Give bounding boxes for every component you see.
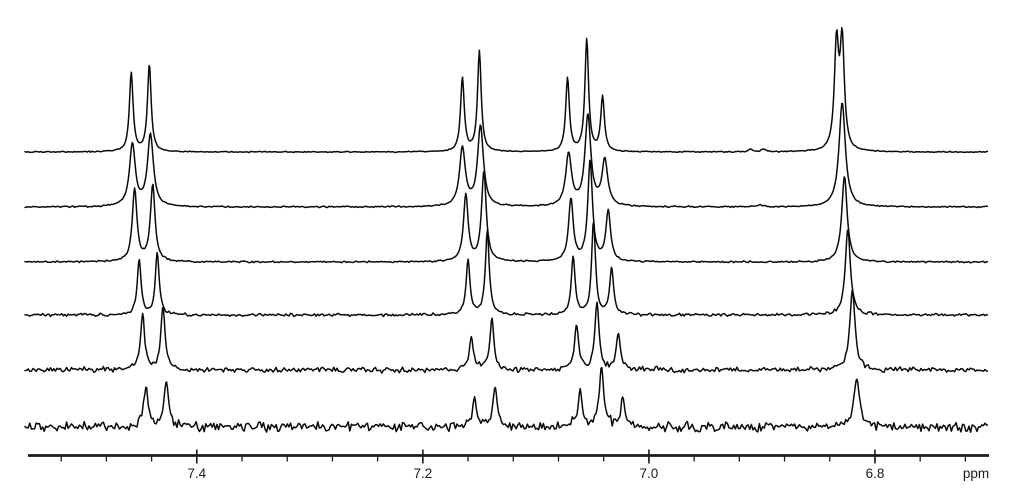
- spectrum-trace-5: [24, 289, 989, 374]
- x-axis-tick-label: 7.4: [187, 466, 206, 481]
- spectrum-trace-1: [24, 27, 989, 154]
- spectrum-trace-3: [24, 159, 989, 264]
- spectrum-trace-6: [24, 366, 989, 433]
- x-axis-tick-label: 7.0: [640, 466, 659, 481]
- spectrum-trace-2: [24, 102, 989, 209]
- x-axis-tick-label: 7.2: [413, 466, 432, 481]
- x-axis-tick-label: 6.8: [866, 466, 885, 481]
- ppm-unit-label: ppm: [963, 466, 989, 481]
- spectrum-trace-4: [24, 220, 989, 318]
